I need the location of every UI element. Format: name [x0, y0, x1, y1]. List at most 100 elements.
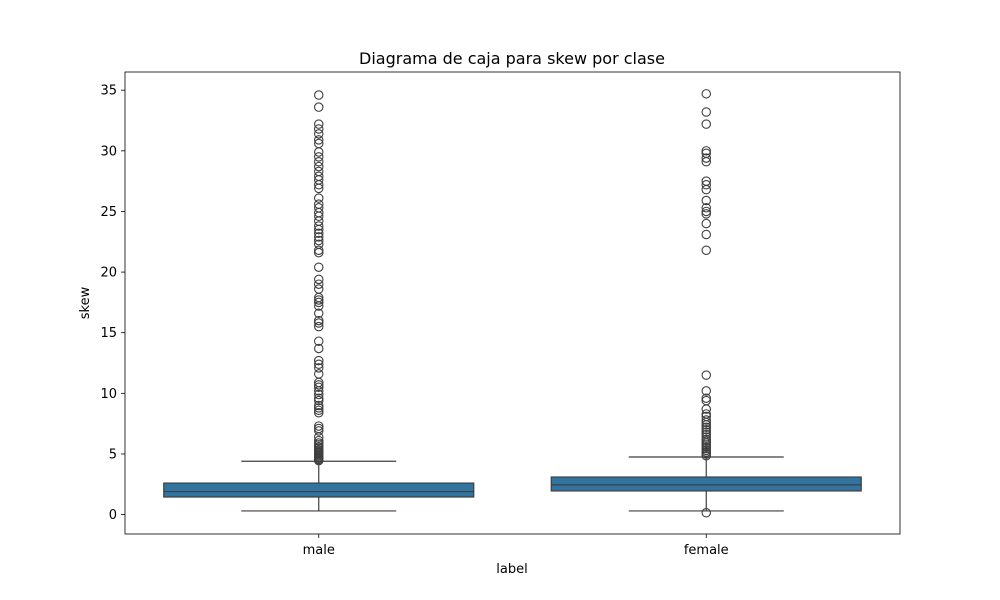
outlier-point [313, 279, 324, 289]
outlier-point [313, 405, 324, 416]
outlier-point [313, 363, 324, 373]
outlier-point [313, 216, 324, 226]
outlier-point [313, 129, 324, 139]
outlier-point [313, 315, 324, 326]
outlier-point [313, 152, 324, 162]
outlier-point [701, 206, 711, 217]
outlier-point [313, 90, 324, 100]
outlier-point [701, 195, 711, 206]
outlier-point [701, 411, 711, 422]
outlier-point [313, 308, 324, 319]
outlier-point [701, 508, 711, 518]
outlier-point [313, 239, 324, 249]
chart-title: Diagrama de caja para skew por clase [359, 49, 665, 68]
outlier-point [313, 369, 324, 379]
outlier-point [313, 355, 324, 366]
outlier-point [701, 434, 711, 445]
outlier-point [701, 148, 711, 158]
outlier-point [701, 146, 711, 156]
y-tick-label: 20 [100, 266, 117, 281]
outlier-point [701, 119, 711, 129]
outlier-point [701, 386, 711, 396]
outlier-point [313, 235, 324, 246]
outlier-point [313, 228, 324, 239]
outlier-point [313, 403, 324, 413]
box-group-female [550, 89, 862, 518]
outlier-point [313, 393, 324, 403]
outlier-point [701, 229, 711, 240]
outlier-point [313, 421, 324, 431]
outlier-point [313, 232, 324, 242]
outlier-point [313, 284, 324, 294]
outlier-point [701, 395, 711, 406]
y-tick-label: 25 [100, 205, 117, 220]
y-tick-label: 0 [109, 508, 117, 523]
outlier-point [701, 218, 711, 229]
outlier-point [313, 407, 324, 418]
outlier-point [701, 393, 711, 403]
outlier-point [313, 193, 324, 203]
outlier-point [701, 153, 711, 163]
outlier-point [313, 423, 324, 434]
y-tick-label: 5 [109, 447, 117, 462]
plot-area [163, 89, 862, 518]
outlier-point [313, 171, 324, 182]
outlier-point [701, 429, 711, 440]
outlier-point [701, 180, 711, 190]
iqr-box [163, 482, 475, 498]
outlier-point [701, 107, 711, 117]
outlier-point [701, 176, 711, 186]
outlier-point [313, 203, 324, 213]
outlier-point [313, 343, 324, 354]
outlier-point [313, 438, 324, 448]
iqr-box [550, 476, 862, 492]
y-tick-label: 35 [100, 84, 117, 99]
outlier-point [313, 262, 324, 272]
outlier-point [313, 156, 324, 167]
outlier-point [701, 203, 711, 213]
outlier-point [313, 102, 324, 112]
x-tick-label: female [684, 543, 729, 558]
y-tick-label: 30 [100, 144, 117, 159]
outlier-point [701, 245, 711, 256]
outlier-point [313, 395, 324, 406]
outlier-point [313, 389, 324, 400]
outlier-point [313, 119, 324, 129]
outlier-point [701, 209, 711, 219]
outlier-point [701, 422, 711, 433]
outlier-point [313, 221, 324, 231]
outlier-point [313, 359, 324, 369]
box-group-male [163, 90, 475, 512]
x-tick-label: male [303, 543, 335, 558]
outlier-point [313, 274, 324, 285]
outlier-point [313, 124, 324, 134]
outlier-point [313, 426, 324, 436]
outlier-point [701, 415, 711, 425]
outlier-point [313, 336, 324, 346]
outlier-point [701, 89, 711, 99]
outlier-point [701, 427, 711, 437]
outlier-point [701, 370, 711, 380]
outlier-point [313, 245, 324, 256]
outlier-point [313, 135, 324, 145]
plot-frame [124, 71, 901, 535]
outlier-point [313, 166, 324, 177]
y-tick-label: 10 [100, 387, 117, 402]
outlier-point [701, 409, 711, 419]
outlier-point [313, 380, 324, 390]
y-tick-label: 15 [100, 326, 117, 341]
outlier-point [701, 184, 711, 195]
outlier-point [313, 161, 324, 172]
outlier-point [313, 199, 324, 209]
outlier-point [701, 432, 711, 442]
outlier-point [313, 297, 324, 308]
outlier-point [313, 382, 324, 393]
outlier-point [313, 435, 324, 446]
x-axis-label: label [496, 562, 527, 577]
outlier-point [313, 318, 324, 328]
x-axis: male female [303, 534, 729, 558]
y-axis-label: skew [78, 286, 93, 319]
y-axis: 0 5 10 15 20 25 30 35 [100, 84, 125, 523]
outlier-point [313, 147, 324, 157]
